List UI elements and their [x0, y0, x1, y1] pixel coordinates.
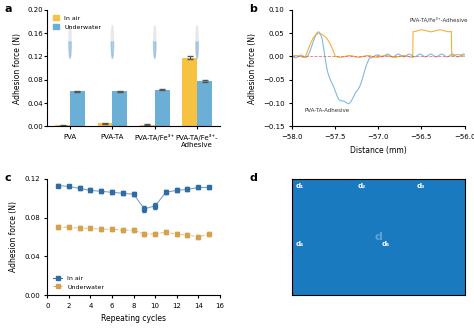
- Text: a: a: [4, 4, 12, 14]
- Circle shape: [69, 26, 71, 58]
- Wedge shape: [154, 42, 156, 58]
- Text: PVA-TA-Adhesive: PVA-TA-Adhesive: [304, 108, 349, 113]
- Y-axis label: Adhesion force (N): Adhesion force (N): [13, 32, 22, 104]
- Circle shape: [154, 26, 156, 58]
- Y-axis label: Adhesion force (N): Adhesion force (N): [248, 32, 257, 104]
- Y-axis label: Adhesion force (N): Adhesion force (N): [9, 201, 18, 273]
- Bar: [112, 92, 127, 126]
- X-axis label: Repeating cycles: Repeating cycles: [101, 315, 166, 323]
- Bar: [98, 123, 112, 126]
- Wedge shape: [111, 42, 114, 58]
- Circle shape: [196, 26, 198, 58]
- Wedge shape: [196, 42, 198, 58]
- X-axis label: Distance (mm): Distance (mm): [350, 146, 407, 154]
- Bar: [182, 58, 197, 126]
- Text: b: b: [249, 4, 257, 14]
- Bar: [140, 125, 155, 126]
- Bar: [55, 125, 70, 126]
- Text: PVA-TA/Fe³⁺-Adhesive: PVA-TA/Fe³⁺-Adhesive: [410, 17, 468, 23]
- Text: d₄: d₄: [296, 241, 304, 247]
- Bar: [70, 92, 85, 126]
- Text: c: c: [4, 173, 11, 183]
- Legend: In air, Underwater: In air, Underwater: [51, 273, 107, 292]
- Text: d₁: d₁: [296, 183, 304, 189]
- Bar: [155, 90, 170, 126]
- Text: d: d: [374, 232, 382, 242]
- Text: d₂: d₂: [358, 183, 366, 189]
- Wedge shape: [69, 42, 71, 58]
- Legend: In air, Underwater: In air, Underwater: [51, 13, 104, 32]
- Text: d₃: d₃: [416, 183, 425, 189]
- Text: d₅: d₅: [382, 241, 390, 247]
- Bar: [197, 81, 212, 126]
- Text: d: d: [249, 173, 257, 183]
- Circle shape: [111, 26, 114, 58]
